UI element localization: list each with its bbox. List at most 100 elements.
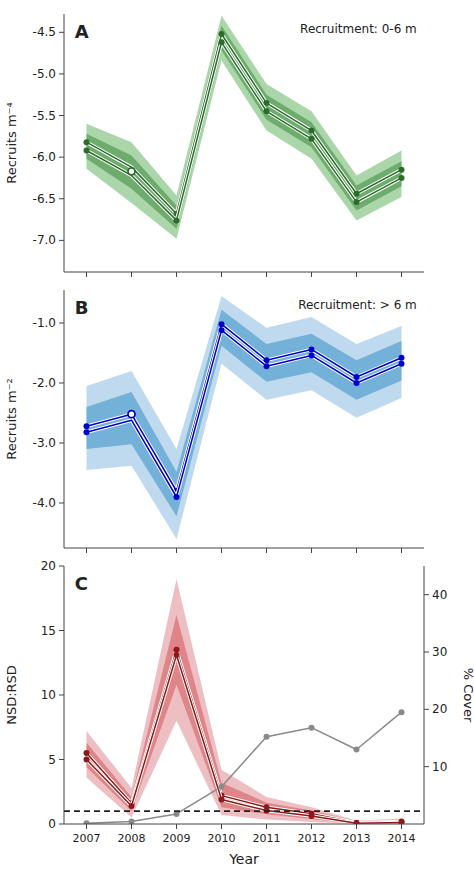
point (309, 128, 315, 134)
x-axis-line (64, 272, 424, 273)
y2-tick-label: 40 (432, 588, 447, 602)
y-axis-line (64, 14, 65, 272)
point (84, 429, 90, 435)
x-tick (131, 824, 132, 829)
point (174, 217, 180, 223)
line (87, 34, 402, 214)
y-tick-label: 15 (41, 624, 56, 638)
annotation: Recruitment: 0-6 m (300, 22, 417, 36)
point (84, 139, 90, 145)
y-tick (59, 115, 64, 116)
plot-area (64, 579, 424, 824)
y-tick-label: -3.0 (33, 436, 56, 450)
x-tick (266, 548, 267, 553)
point (354, 380, 360, 386)
x-tick (86, 824, 87, 829)
x-tick-label: 2010 (208, 832, 236, 845)
point (264, 734, 270, 740)
x-tick (266, 272, 267, 277)
band (87, 296, 402, 539)
point (399, 355, 405, 361)
y-axis-line (64, 290, 65, 548)
y-tick-label: -6.0 (33, 150, 56, 164)
point (84, 750, 90, 756)
x-tick (131, 548, 132, 553)
y2-tick-label: 10 (432, 760, 447, 774)
line-halo (87, 655, 402, 823)
x-tick-label: 2009 (163, 832, 191, 845)
point (309, 346, 315, 352)
x-tick (356, 272, 357, 277)
panel: 0510152010203040200720082009201020112012… (4, 559, 474, 867)
x-tick (311, 548, 312, 553)
point (84, 757, 90, 763)
point (219, 796, 225, 802)
point (354, 820, 360, 824)
x-tick (266, 824, 267, 829)
panel-label: A (75, 21, 89, 42)
y-tick-label: -5.5 (33, 109, 56, 123)
y2-axis-label: % Cover (461, 668, 474, 723)
band (87, 615, 402, 824)
y2-tick (424, 594, 429, 595)
x-tick-label: 2014 (388, 832, 416, 845)
x-tick (401, 548, 402, 553)
point (219, 39, 225, 45)
y-tick (59, 566, 64, 567)
x-tick (176, 548, 177, 553)
y2-tick (424, 652, 429, 653)
panel: -7.0-6.5-6.0-5.5-5.0-4.5Recruits m⁻⁴ARec… (4, 14, 424, 277)
x-tick (176, 272, 177, 277)
panel: -4.0-3.0-2.0-1.0Recruits m⁻²BRecruitment… (4, 290, 424, 553)
x-tick (401, 272, 402, 277)
y-tick (59, 443, 64, 444)
point (264, 363, 270, 369)
x-tick-label: 2011 (253, 832, 281, 845)
x-tick (221, 548, 222, 553)
x-tick (86, 548, 87, 553)
point (129, 819, 135, 824)
y-tick-label: -5.0 (33, 67, 56, 81)
x-tick (221, 824, 222, 829)
y-tick-label: -4.0 (33, 496, 56, 510)
point (129, 803, 135, 809)
x-tick (176, 824, 177, 829)
line-halo (87, 42, 402, 220)
line-halo (87, 650, 402, 823)
x-tick-label: 2012 (298, 832, 326, 845)
y-tick-label: -1.0 (33, 316, 56, 330)
point (399, 819, 405, 824)
line-halo (87, 34, 402, 214)
x-axis-line (64, 824, 424, 825)
point (174, 652, 180, 658)
point (219, 327, 225, 333)
y-tick-label: -7.0 (33, 233, 56, 247)
y-tick (59, 824, 64, 825)
x-tick-label: 2008 (118, 832, 146, 845)
plot-area (84, 296, 405, 539)
line (87, 330, 402, 497)
band (87, 26, 402, 229)
x-tick-label: 2013 (343, 832, 371, 845)
x-axis-label: Year (228, 851, 259, 867)
point (219, 784, 225, 790)
y-tick (59, 157, 64, 158)
y-tick-label: 10 (41, 688, 56, 702)
y-axis-label: NSD:RSD (4, 665, 19, 725)
line-halo (87, 330, 402, 497)
plot-area (84, 16, 405, 239)
point (84, 820, 90, 824)
reference-line (64, 810, 424, 812)
y-tick-label: -4.5 (33, 25, 56, 39)
x-tick (86, 272, 87, 277)
line (87, 712, 402, 823)
line (87, 655, 402, 823)
panel-label: B (75, 297, 89, 318)
y2-tick-label: 20 (432, 702, 447, 716)
point (354, 374, 360, 380)
x-tick (401, 824, 402, 829)
x-tick (311, 824, 312, 829)
x-tick-label: 2007 (73, 832, 101, 845)
y2-tick-label: 30 (432, 645, 447, 659)
x-axis-line (64, 548, 424, 549)
